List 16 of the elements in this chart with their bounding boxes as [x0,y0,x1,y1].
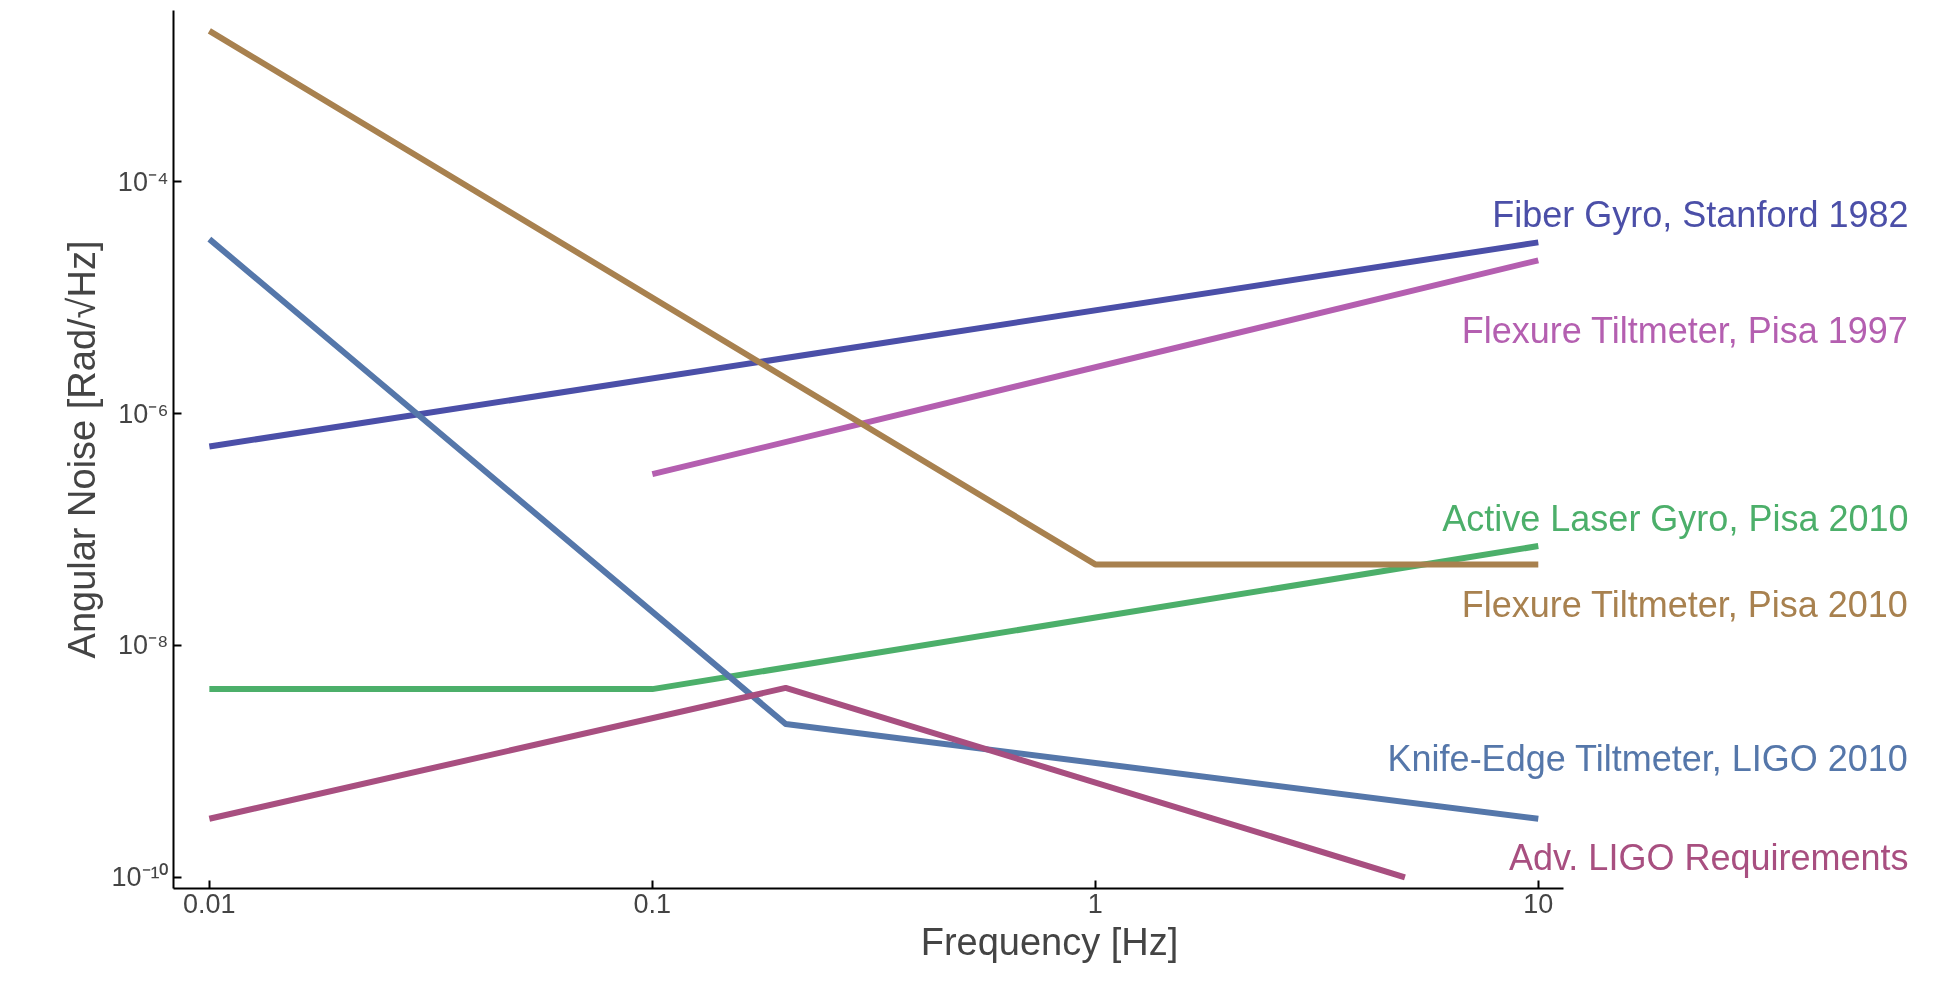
x-tick-label: 10 [1523,888,1554,919]
y-tick-label: 10⁻⁸ [118,630,169,661]
series-label: Fiber Gyro, Stanford 1982 [1492,193,1909,235]
x-tick-label: 0.01 [183,888,236,919]
series-label: Knife-Edge Tiltmeter, LIGO 2010 [1387,738,1908,780]
y-tick-label: 10⁻¹⁰ [111,862,169,893]
y-tick-label: 10⁻⁴ [117,166,169,197]
x-axis-title: Frequency [Hz] [920,920,1179,963]
text: Adv. LIGO Requirements [1509,836,1909,878]
series-label: Active Laser Gyro, Pisa 2010 [1442,497,1909,539]
x-tick-label: 1 [1087,888,1103,919]
series-label: Flexure Tiltmeter, Pisa 1997 [1461,309,1908,351]
series-label: Flexure Tiltmeter, Pisa 2010 [1461,583,1908,625]
x-tick-label: 0.1 [633,888,672,919]
y-axis-title: Angular Noise [Rad/√Hz] [61,240,104,659]
y-tick-label: 10⁻⁶ [118,398,169,429]
